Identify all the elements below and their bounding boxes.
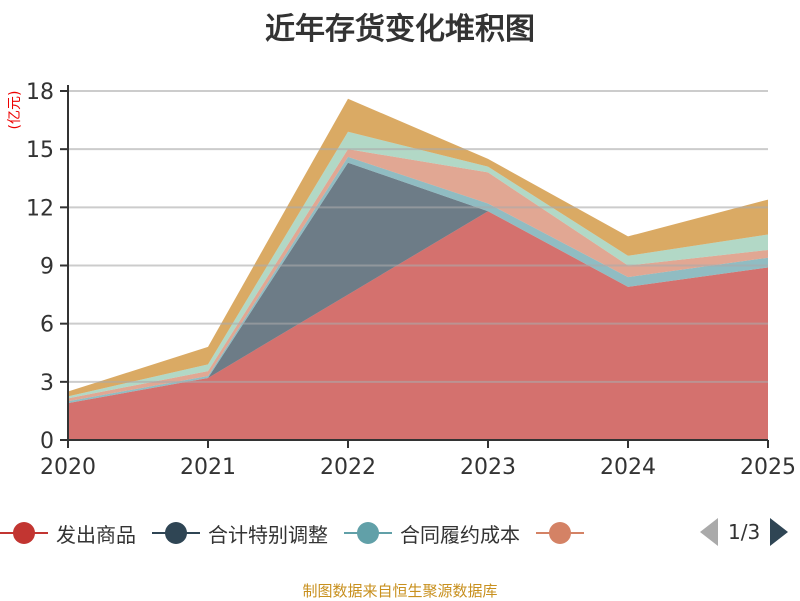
y-tick-label: 15: [26, 138, 54, 163]
legend-label: 合同履约成本: [400, 522, 520, 547]
data-source-note: 制图数据来自恒生聚源数据库: [302, 582, 498, 600]
legend-label: 发出商品: [56, 522, 136, 547]
legend-next-icon[interactable]: [770, 518, 789, 546]
legend-item-1[interactable]: 发出商品: [0, 519, 136, 548]
y-tick-label: 18: [26, 80, 54, 105]
stacked-area-chart: 0 3 6 9 12 15 18 2020 2021 2022 2023 2024 2025: [26, 80, 796, 480]
y-tick-label: 6: [40, 313, 54, 338]
y-tick-label: 3: [40, 371, 54, 396]
legend-pager: 1/3: [700, 518, 789, 546]
x-tick-label: 2023: [460, 455, 516, 480]
area-series-4: [68, 149, 768, 402]
x-tick-label: 2022: [320, 455, 376, 480]
legend-marker-icon: [152, 521, 200, 545]
area-series-6: [68, 98, 768, 397]
y-tick-label: 12: [26, 196, 54, 221]
legend-label: 合计特别调整: [208, 522, 328, 547]
legend-marker-icon: [344, 521, 392, 545]
legend-item-4[interactable]: [536, 521, 592, 545]
legend-item-3[interactable]: 合同履约成本: [344, 519, 520, 548]
legend-page-indicator: 1/3: [728, 520, 761, 544]
legend-marker-icon: [0, 521, 48, 545]
x-tick-label: 2024: [600, 455, 656, 480]
x-tick-label: 2025: [740, 455, 796, 480]
y-tick-label: 9: [40, 255, 54, 280]
area-series-2: [68, 162, 768, 404]
legend: 发出商品 合计特别调整 合同履约成本: [0, 518, 608, 548]
legend-marker-icon: [536, 521, 584, 545]
x-tick-label: 2020: [40, 455, 96, 480]
area-series-3: [68, 156, 768, 404]
y-tick-label: 0: [40, 429, 54, 454]
x-tick-label: 2021: [180, 455, 236, 480]
legend-prev-icon[interactable]: [700, 518, 718, 546]
legend-item-2[interactable]: 合计特别调整: [152, 519, 328, 548]
chart-title: 近年存货变化堆积图: [265, 12, 535, 47]
